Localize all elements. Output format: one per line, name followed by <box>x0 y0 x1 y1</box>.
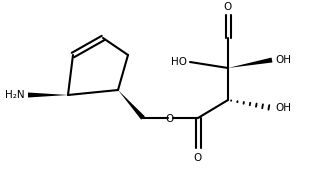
Polygon shape <box>118 90 145 120</box>
Polygon shape <box>28 93 68 98</box>
Text: O: O <box>224 2 232 12</box>
Text: OH: OH <box>275 103 291 113</box>
Text: O: O <box>165 114 173 124</box>
Text: H₂N: H₂N <box>5 90 25 100</box>
Text: HO: HO <box>171 57 187 67</box>
Polygon shape <box>228 58 272 68</box>
Text: O: O <box>194 153 202 163</box>
Text: OH: OH <box>275 55 291 65</box>
